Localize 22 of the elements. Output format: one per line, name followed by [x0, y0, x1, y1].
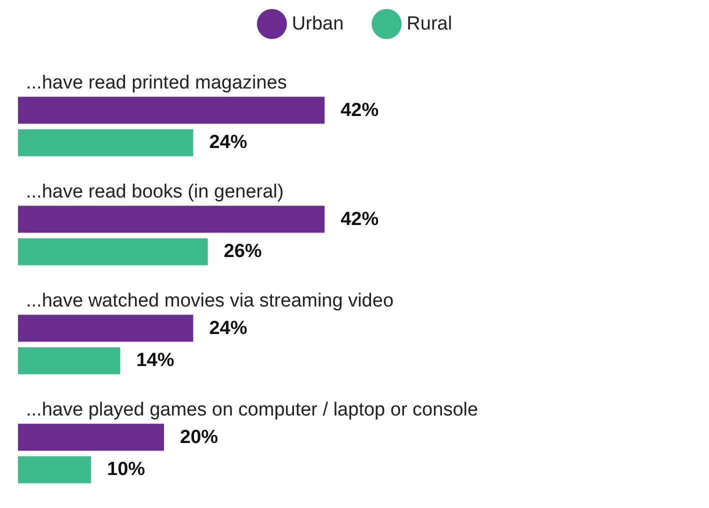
y-tick-label: ...have read books (in general): [26, 182, 284, 202]
bar: [18, 206, 325, 233]
bar: [18, 238, 208, 266]
data-label: 26%: [224, 241, 262, 262]
y-tick-label: ...have watched movies via streaming video: [26, 290, 394, 312]
legend-label: Urban: [292, 14, 344, 34]
legend-label: Rural: [406, 14, 452, 34]
bar: [18, 424, 164, 451]
data-label: 24%: [209, 318, 248, 339]
bar: [18, 96, 325, 124]
data-label: 42%: [340, 100, 379, 121]
bar: [18, 456, 91, 484]
data-label: 10%: [107, 459, 146, 480]
bar: [18, 347, 120, 374]
data-label: 14%: [136, 350, 174, 372]
data-label: 20%: [180, 426, 218, 448]
data-label: 42%: [340, 208, 379, 230]
bar: [18, 314, 194, 342]
data-label: 24%: [209, 132, 248, 154]
y-tick-label: ...have played games on computer / laptop or console: [26, 400, 478, 420]
bar: [18, 129, 194, 156]
y-tick-label: ...have read printed magazines: [26, 72, 287, 94]
